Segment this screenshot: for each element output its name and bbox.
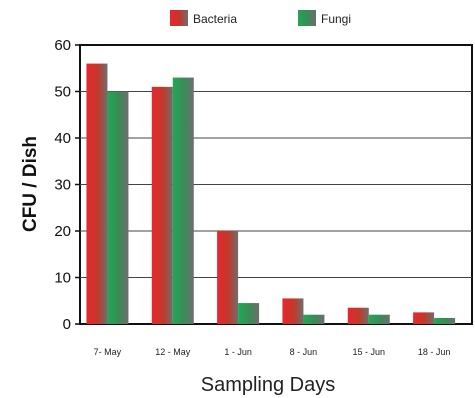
x-tick-label: 12 - May [155, 347, 191, 357]
legend-swatch-bacteria [170, 10, 188, 26]
x-tick-label: 18 - Jun [418, 347, 451, 357]
bar-bacteria [282, 298, 304, 324]
x-tick-label: 15 - Jun [353, 347, 386, 357]
bar-fungi [238, 303, 260, 324]
y-tick-label: 40 [54, 130, 71, 147]
y-axis-ticks: 0 10 20 30 40 50 60 [54, 37, 80, 333]
legend-label-bacteria: Bacteria [193, 12, 237, 26]
bar-fungi [172, 77, 194, 324]
bar-bacteria [151, 86, 173, 324]
x-axis-title: Sampling Days [201, 374, 336, 396]
y-tick-label: 50 [54, 84, 71, 101]
y-axis-title: CFU / Dish [20, 136, 41, 232]
bar-fungi [368, 314, 390, 324]
x-tick-label: 8 - Jun [290, 347, 318, 357]
legend: Bacteria Fungi [170, 10, 351, 26]
bar-fungi [107, 91, 129, 324]
gridlines [80, 91, 472, 278]
bar-bacteria [413, 312, 435, 324]
bar-bacteria [217, 231, 239, 324]
x-tick-label: 7- May [94, 347, 122, 357]
legend-label-fungi: Fungi [321, 12, 351, 26]
x-axis-ticks: 7- May 12 - May 1 - Jun 8 - Jun 15 - Jun 18 -… [94, 347, 451, 357]
legend-swatch-fungi [298, 10, 316, 26]
bars [86, 63, 456, 324]
y-tick-label: 10 [54, 270, 71, 287]
bar-fungi [303, 314, 325, 324]
y-tick-label: 20 [54, 223, 71, 240]
y-tick-label: 60 [54, 37, 71, 54]
y-tick-label: 30 [54, 177, 71, 194]
bar-bacteria [347, 307, 369, 324]
x-tick-label: 1 - Jun [224, 347, 252, 357]
bar-fungi [434, 317, 456, 324]
y-tick-label: 0 [63, 316, 71, 333]
bar-bacteria [86, 63, 108, 324]
